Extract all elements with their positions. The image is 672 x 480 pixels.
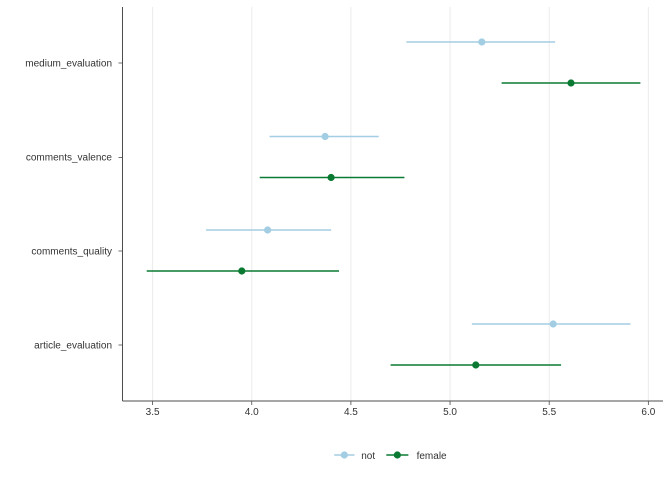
svg-text:medium_evaluation: medium_evaluation — [25, 59, 112, 70]
svg-text:female: female — [417, 451, 447, 462]
svg-text:3.5: 3.5 — [146, 407, 160, 418]
svg-text:comments_valence: comments_valence — [26, 153, 113, 164]
svg-text:4.0: 4.0 — [245, 407, 259, 418]
svg-text:5.0: 5.0 — [443, 407, 457, 418]
svg-text:comments_quality: comments_quality — [31, 247, 112, 258]
svg-text:article_evaluation: article_evaluation — [34, 341, 112, 352]
svg-text:not: not — [361, 451, 375, 462]
svg-text:6.0: 6.0 — [641, 407, 655, 418]
svg-text:4.5: 4.5 — [344, 407, 358, 418]
svg-text:5.5: 5.5 — [542, 407, 556, 418]
